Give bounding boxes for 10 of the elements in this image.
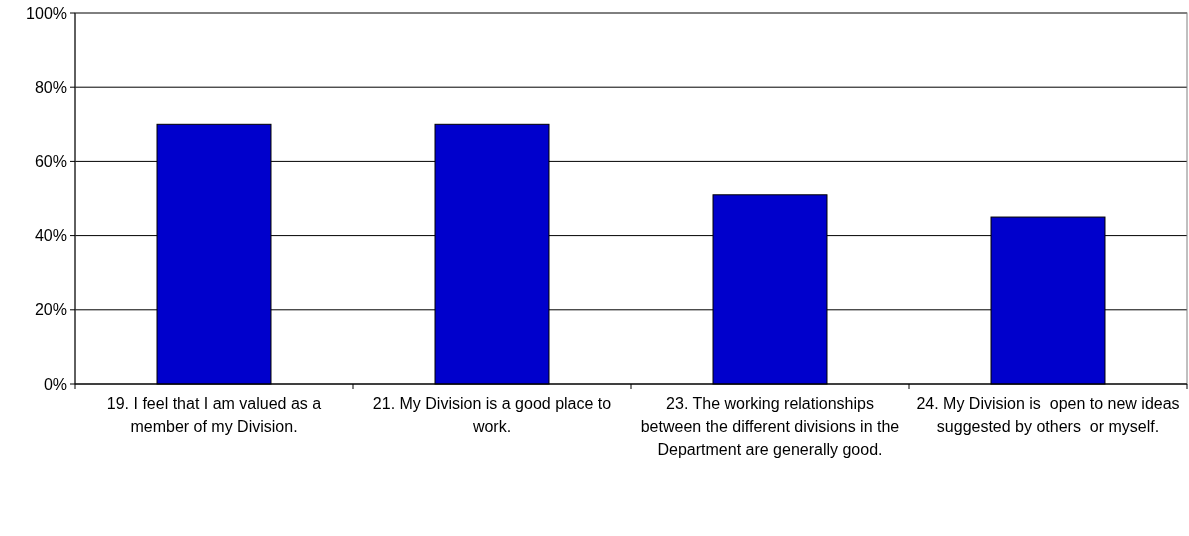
y-tick-label: 100%	[26, 4, 67, 22]
x-tick-label: 19. I feel that I am valued as a member of my Division.	[106, 395, 322, 435]
y-tick-label: 0%	[43, 375, 67, 393]
y-tick-label: 20%	[34, 301, 67, 319]
y-tick-label: 40%	[34, 227, 67, 245]
x-tick-label: 23. The working relationships between the different divisions in the Department are generally good.	[640, 395, 900, 458]
y-tick-label: 80%	[34, 78, 67, 96]
x-tick-label: 24. My Division is open to new ideas suggested by others or myself.	[916, 395, 1180, 435]
x-tick-label: 21. My Division is a good place to work.	[372, 395, 612, 435]
y-tick-label: 60%	[34, 153, 67, 170]
